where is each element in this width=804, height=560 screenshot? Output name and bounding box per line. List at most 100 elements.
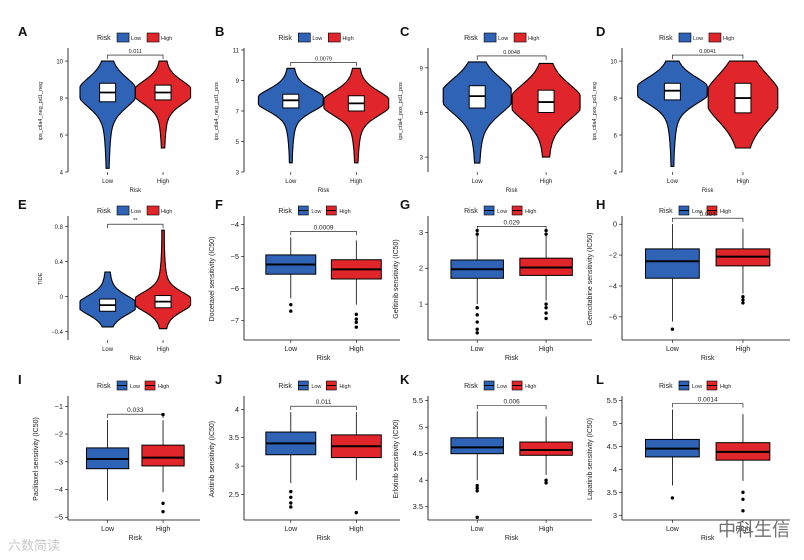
panel-label: J	[215, 372, 222, 387]
x-tick-label: Low	[666, 346, 680, 353]
panel-H: H Risk Low High −6 −4 −2 0 Gemcitabine sensitivi…	[587, 197, 790, 362]
group-high	[134, 229, 192, 330]
legend-title: Risk	[97, 35, 111, 42]
panel-label: B	[215, 24, 224, 39]
panel-label: G	[400, 197, 410, 212]
watermark-left: 六数简读	[8, 539, 61, 554]
p-value-label: 0.033	[127, 407, 144, 414]
panel-label: K	[400, 372, 410, 387]
outlier-point	[475, 486, 479, 490]
y-tick-label: 1	[419, 300, 423, 309]
legend-low: Low	[131, 36, 141, 42]
p-value-label: **	[133, 218, 138, 224]
panel-B: B Risk Low High 3 5 7 9 11 ips_ctla4_neg_pd1_pos L…	[214, 24, 390, 194]
legend: Risk Low High	[464, 380, 536, 391]
panel-L: L Risk Low High 3 3.5 4 4.5 5 5.5 Lapatinib sensit…	[587, 372, 790, 542]
y-tick-label: −7	[230, 316, 239, 325]
outlier-point	[475, 327, 479, 331]
y-axis-label: ips_ctla4_neg_pd1_neg	[38, 82, 44, 140]
y-tick-label: 3.5	[607, 488, 617, 497]
panel-label: H	[596, 197, 605, 212]
y-tick-label: 2.5	[229, 490, 239, 499]
p-value-label: 0.004	[700, 211, 717, 218]
outlier-point	[161, 501, 165, 506]
legend-high: High	[723, 36, 734, 42]
legend-title: Risk	[278, 208, 292, 215]
watermark-right: 中科生信	[718, 520, 790, 541]
significance-bracket	[107, 413, 164, 419]
group-low	[79, 60, 136, 169]
legend-low: Low	[693, 36, 703, 42]
y-tick-label: 8	[614, 97, 618, 103]
group-high	[134, 60, 192, 149]
significance-bracket	[672, 54, 744, 60]
significance-bracket	[290, 62, 357, 67]
x-tick-label: Low	[102, 347, 114, 353]
x-tick-label: Low	[667, 179, 679, 185]
box	[663, 82, 681, 101]
violin	[323, 67, 390, 164]
violin	[257, 67, 324, 164]
panel-label: E	[18, 197, 27, 212]
y-tick-label: 5	[236, 140, 240, 146]
group-low	[79, 271, 136, 328]
legend-low: Low	[311, 209, 321, 215]
y-axis-label: Axitinib sensitivity (IC50)	[209, 421, 216, 497]
outlier-point	[354, 312, 359, 317]
y-tick-label: 3	[236, 171, 240, 177]
significance-bracket	[476, 55, 547, 60]
x-tick-label: High	[539, 526, 554, 533]
y-tick-label: −2	[54, 430, 63, 439]
outlier-point	[475, 232, 479, 236]
panel-label: F	[215, 197, 223, 212]
y-tick-label: 4.5	[607, 442, 617, 451]
legend-high: High	[339, 209, 350, 215]
legend-swatch-low	[116, 205, 130, 216]
x-axis-label: Risk	[505, 535, 519, 542]
legend-swatch-low	[298, 32, 311, 43]
legend-swatch-high	[708, 32, 722, 43]
outlier-point	[354, 320, 359, 325]
x-axis-label: Risk	[129, 535, 143, 542]
group-high	[715, 414, 771, 513]
y-tick-label: 4	[235, 405, 239, 414]
legend-title: Risk	[97, 383, 111, 390]
group-low	[265, 237, 317, 313]
x-tick-label: High	[737, 179, 749, 185]
y-tick-label: 10	[610, 60, 617, 66]
legend: Risk Low High	[464, 205, 536, 216]
legend-title: Risk	[659, 35, 673, 42]
violin	[442, 61, 512, 164]
group-low	[85, 420, 130, 501]
box	[450, 437, 504, 455]
y-tick-label: −6	[230, 284, 239, 293]
outlier-point	[289, 495, 293, 500]
legend: Risk Low High	[97, 32, 172, 43]
y-tick-label: 4	[419, 476, 423, 485]
legend: Risk Low High	[97, 205, 172, 216]
significance-bracket	[107, 223, 164, 229]
y-tick-label: 0.8	[55, 225, 64, 231]
legend-high: High	[720, 384, 731, 390]
legend-high: High	[161, 209, 172, 215]
y-tick-label: 0.4	[55, 260, 64, 266]
y-tick-label: 5	[613, 419, 617, 428]
outlier-point	[670, 496, 675, 500]
x-tick-label: Low	[101, 526, 115, 533]
y-axis-label: Gefitinib sensitivity (IC50)	[393, 239, 400, 318]
panel-C: C Risk Low High 3 6 9 ips_ctla4_pos_pd1_pos Low H…	[398, 24, 581, 194]
legend-swatch-low	[116, 32, 130, 43]
x-tick-label: High	[349, 346, 364, 353]
legend: Risk Low High	[278, 32, 354, 43]
y-tick-label: 7	[236, 110, 240, 116]
p-value-label: 0.0048	[503, 50, 520, 56]
outlier-point	[544, 306, 548, 310]
legend-swatch-high	[146, 32, 160, 43]
x-axis-label: Risk	[317, 355, 331, 362]
x-axis-label: Risk	[702, 188, 715, 194]
legend-high: High	[525, 209, 536, 215]
significance-bracket	[476, 404, 547, 410]
group-low	[645, 409, 700, 500]
y-tick-label: 9	[236, 79, 240, 85]
